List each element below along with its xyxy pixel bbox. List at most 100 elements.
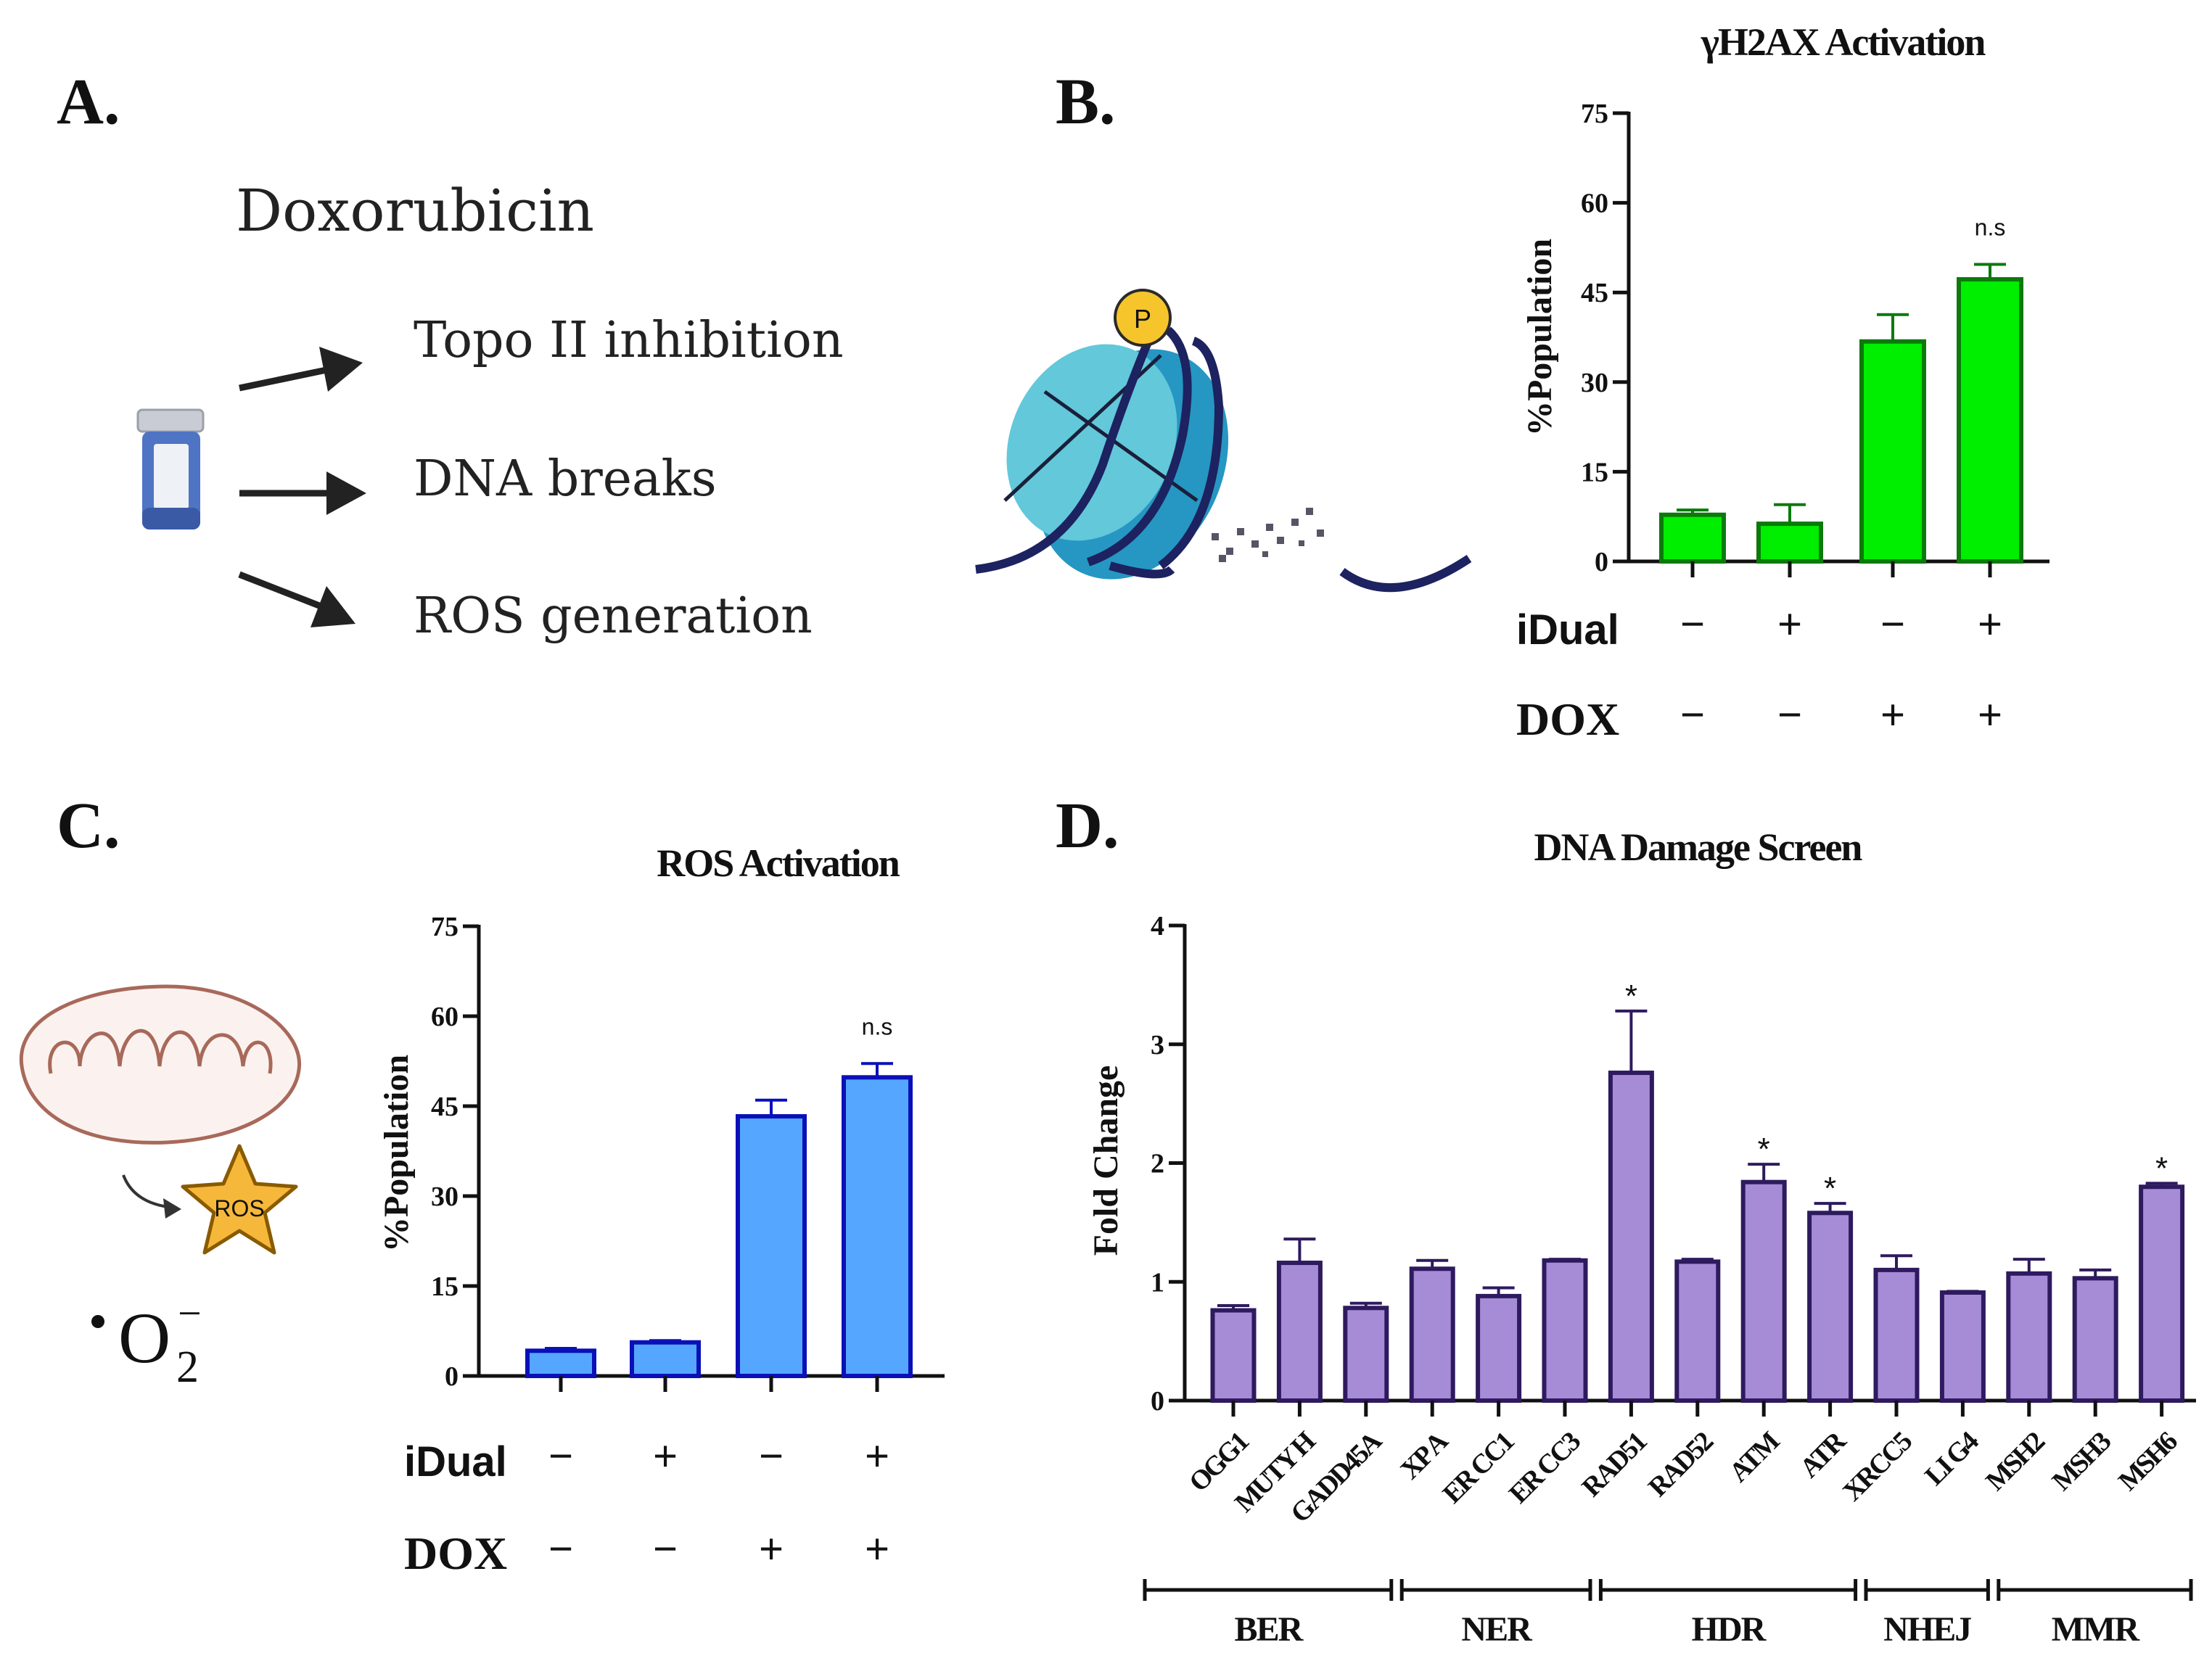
gh2ax-annotation: n.s [1975, 214, 2006, 240]
gh2ax-ytick-label: 0 [1595, 547, 1608, 577]
gh2ax-sign: − [1777, 691, 1802, 738]
superoxide-base: O [118, 1298, 170, 1378]
gh2ax-sign: + [1978, 601, 2002, 648]
screen-ytick-label: 0 [1151, 1386, 1164, 1417]
screen-bar [1476, 1293, 1522, 1404]
group-label-hdr: HDR [1692, 1610, 1767, 1649]
screen-sig-star: * [2155, 1150, 2168, 1186]
screen-sig-star: * [1625, 978, 1637, 1014]
gh2ax-ytick-label: 60 [1581, 189, 1608, 219]
screen-ytick-label: 4 [1151, 911, 1164, 941]
gene-label: RAD51 [1576, 1426, 1653, 1503]
ros-bar [525, 1348, 596, 1379]
screen-ytick-label: 2 [1151, 1149, 1164, 1179]
gene-label: MSH3 [2047, 1426, 2117, 1496]
nucleosome-icon: P [975, 289, 1472, 593]
ros-row-label-idual: iDual [404, 1438, 507, 1485]
screen-bar [1674, 1259, 1721, 1403]
group-label-mmr: MMR [2052, 1610, 2141, 1649]
superoxide-sup: − [178, 1290, 202, 1337]
arrow-up-head-icon [319, 347, 363, 392]
screen-ytick-label: 1 [1151, 1267, 1164, 1298]
superoxide-sub: 2 [176, 1343, 199, 1392]
gene-label: ER CC3 [1503, 1426, 1587, 1509]
screen-bar [2006, 1271, 2052, 1403]
ros-ytick-label: 75 [431, 912, 459, 942]
gene-label: ATM [1724, 1426, 1786, 1488]
drug-vial-icon [136, 408, 205, 529]
gh2ax-title: γH2AX Activation [1701, 20, 1986, 64]
gh2ax-sign: + [1777, 601, 1802, 648]
gene-label: XRCC5 [1837, 1426, 1918, 1507]
ros-sign: − [548, 1525, 573, 1573]
ros-sign: + [865, 1525, 889, 1573]
arrow-down-icon [238, 571, 321, 609]
gh2ax-ytick-label: 75 [1581, 99, 1608, 129]
effect-ros: ROS generation [414, 588, 813, 645]
ros-star-icon: ROS [181, 1144, 298, 1255]
gh2ax-bar [1659, 512, 1726, 564]
ros-chart: ROS Activation %Population 0 15 30 45 60 75 n.s i… [377, 841, 945, 1579]
screen-ytick-label: 3 [1151, 1030, 1164, 1060]
gh2ax-bar [1756, 522, 1823, 564]
dna-fragments-icon [1212, 508, 1324, 562]
panel-d-label: D. [1056, 790, 1119, 862]
gh2ax-bar [1957, 277, 2023, 564]
arrows [238, 347, 366, 627]
gene-label: ATR [1794, 1425, 1853, 1484]
ros-ylabel: %Population [377, 1055, 416, 1252]
gh2ax-ytick-label: 30 [1581, 368, 1608, 398]
ros-sign: − [653, 1525, 678, 1573]
screen-bar [1608, 1071, 1654, 1404]
gh2ax-bar [1859, 339, 1926, 564]
group-label-ner: NER [1461, 1610, 1533, 1649]
gh2ax-sign: − [1680, 601, 1705, 648]
superoxide-formula: O 2 − [91, 1290, 202, 1392]
ros-annotation: n.s [862, 1013, 893, 1039]
radical-dot-icon [91, 1315, 104, 1328]
gh2ax-ylabel: %Population [1521, 239, 1559, 436]
screen-bar [2072, 1276, 2118, 1404]
screen-bar [2139, 1184, 2185, 1403]
arrow-up-icon [239, 366, 327, 392]
mitochondria-icon [19, 984, 302, 1145]
gh2ax-ytick-label: 15 [1581, 457, 1608, 487]
phospho-label: P [1134, 304, 1151, 334]
gene-label: XP A [1394, 1425, 1455, 1485]
ros-arrow-head-icon [163, 1198, 181, 1219]
gh2ax-row-label-idual: iDual [1516, 606, 1619, 654]
gh2ax-ytick-label: 45 [1581, 278, 1608, 308]
gh2ax-row-label-dox: DOX [1516, 693, 1619, 745]
screen-bar [1542, 1258, 1588, 1404]
screen-bar [1740, 1179, 1787, 1403]
gene-label: ER CC1 [1437, 1426, 1521, 1509]
ros-sign: − [548, 1433, 573, 1480]
group-label-ber: BER [1235, 1610, 1304, 1649]
ros-bar [842, 1075, 913, 1378]
screen-ylabel: Fold Change [1087, 1066, 1125, 1256]
ros-bar [630, 1340, 701, 1378]
phospho-icon [1114, 289, 1172, 347]
panel-b-label: B. [1056, 66, 1116, 138]
ros-title: ROS Activation [657, 841, 900, 885]
screen-bar [1276, 1261, 1323, 1404]
gene-label: LI G4 [1919, 1426, 1985, 1492]
ros-bar [736, 1114, 807, 1378]
gh2ax-sign: − [1680, 691, 1705, 738]
panel-c-label: C. [57, 790, 120, 862]
ros-sign: + [759, 1525, 784, 1573]
gh2ax-chart: γH2AX Activation %Population 0 15 30 45 60 75 n.… [1516, 20, 2049, 745]
ros-star-label: ROS [214, 1195, 264, 1221]
screen-bar [1873, 1267, 1920, 1403]
screen-sig-star: * [1758, 1132, 1770, 1167]
arrow-down-head-icon [311, 586, 355, 627]
gh2ax-sign: − [1880, 601, 1905, 648]
screen-title: DNA Damage Screen [1534, 825, 1863, 869]
ros-sign: − [759, 1433, 784, 1480]
screen-sig-star: * [1824, 1171, 1836, 1206]
ros-sign: + [865, 1433, 889, 1480]
arrow-right-head-icon [326, 471, 366, 515]
effect-dna-breaks: DNA breaks [414, 450, 717, 508]
